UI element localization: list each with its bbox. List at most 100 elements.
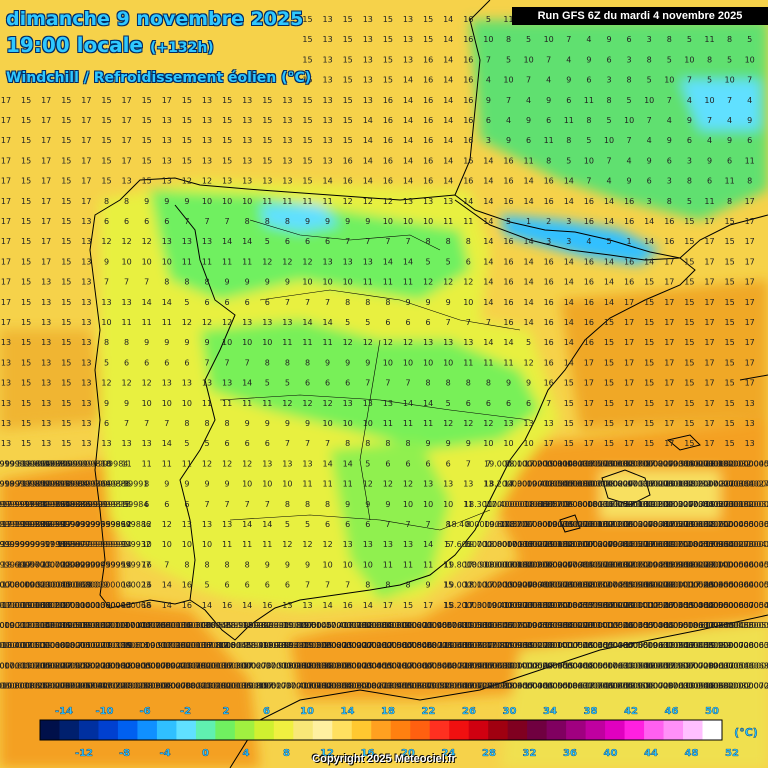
grid-value: 16 — [383, 136, 393, 145]
grid-value: 16 — [584, 278, 594, 287]
grid-value: 13 — [242, 177, 252, 186]
grid-value: 17 — [624, 338, 634, 347]
legend-top-label: -2 — [180, 706, 191, 717]
grid-value: 11 — [704, 35, 714, 44]
grid-value: 5 — [184, 439, 189, 448]
grid-value: 15 — [725, 379, 735, 388]
grid-value: 19.300000000000182 — [544, 459, 633, 468]
grid-value: 17 — [122, 116, 132, 125]
grid-value: 15 — [725, 318, 735, 327]
grid-value: 8 — [546, 156, 551, 165]
grid-value: 9 — [526, 116, 531, 125]
grid-value: 4 — [586, 237, 591, 246]
grid-value: 7 — [667, 96, 672, 105]
grid-value: 15 — [61, 136, 71, 145]
grid-value: 10 — [162, 257, 172, 266]
grid-value: 18.300000000000182 — [544, 560, 633, 569]
grid-value: 17.40000000000009 — [85, 682, 169, 691]
grid-value: 13 — [182, 237, 192, 246]
grid-value: 13 — [524, 419, 534, 428]
grid-value: 16 — [503, 278, 513, 287]
grid-value: 16 — [463, 35, 473, 44]
grid-value: 19.500000000000455 — [544, 682, 633, 691]
grid-value: 12 — [202, 177, 212, 186]
grid-value: 17 — [704, 298, 714, 307]
grid-value: 18.100000000000364 — [544, 641, 633, 650]
grid-value: 8 — [285, 358, 290, 367]
grid-value: 17.40000000000032 — [567, 560, 651, 569]
legend-top-label: 22 — [422, 706, 436, 717]
grid-value: 17 — [745, 379, 755, 388]
grid-value: 19.200000000000273 — [203, 682, 292, 691]
grid-value: 18.100000000000364 — [585, 520, 674, 529]
legend-swatch — [702, 720, 723, 740]
grid-value: 10 — [363, 419, 373, 428]
grid-value: 13 — [242, 156, 252, 165]
legend-bottom-label: 32 — [523, 748, 537, 759]
forecast-offset: (+132h) — [149, 40, 214, 56]
grid-value: 12 — [403, 480, 413, 489]
grid-value: 17 — [704, 439, 714, 448]
grid-value: 8 — [245, 560, 250, 569]
grid-value: 5 — [526, 35, 531, 44]
grid-value: 14 — [644, 257, 654, 266]
grid-value: 5 — [124, 500, 129, 509]
grid-value: 14 — [564, 197, 574, 206]
grid-value: 17.40000000000032 — [688, 500, 768, 509]
grid-value: 19.5 — [258, 682, 276, 691]
grid-value: 11 — [323, 197, 333, 206]
grid-value: 9 — [506, 379, 511, 388]
legend-swatch — [254, 720, 275, 740]
grid-value: 8 — [687, 177, 692, 186]
grid-value: 4 — [747, 96, 752, 105]
grid-value: 11 — [383, 419, 393, 428]
grid-value: 6 — [667, 156, 672, 165]
grid-value: 15 — [684, 318, 694, 327]
grid-value: 6 — [566, 96, 571, 105]
grid-value: 19.200000000000728 — [685, 682, 768, 691]
legend-top-label: 6 — [263, 706, 270, 717]
grid-value: 15 — [142, 116, 152, 125]
legend-top-label: 10 — [300, 706, 314, 717]
grid-value: 13 — [81, 379, 91, 388]
grid-value: 12 — [302, 399, 312, 408]
grid-value: 19.80000000000041 — [527, 621, 611, 630]
grid-value: 10 — [343, 560, 353, 569]
grid-value: 16 — [463, 15, 473, 24]
grid-value: 5 — [446, 540, 451, 549]
grid-value: 13 — [403, 55, 413, 64]
grid-value: 14 — [483, 237, 493, 246]
grid-value: 6 — [586, 76, 591, 85]
grid-value: 5 — [747, 35, 752, 44]
grid-value: 16 — [584, 217, 594, 226]
grid-value: 18.300000000000182 — [183, 621, 272, 630]
grid-value: 7 — [225, 500, 230, 509]
legend-bottom-label: 8 — [283, 748, 290, 759]
grid-value: 7 — [164, 419, 169, 428]
grid-value: 6 — [184, 358, 189, 367]
grid-value: 8 — [124, 480, 129, 489]
grid-value: 19.100000000000364 — [665, 480, 754, 489]
grid-value: 13 — [81, 338, 91, 347]
grid-value: 15 — [21, 419, 31, 428]
grid-value: 17.199999999999932 — [2, 520, 91, 529]
land-cool-north — [150, 190, 470, 300]
grid-value: 15 — [182, 116, 192, 125]
grid-value: 15 — [101, 96, 111, 105]
grid-value: 14 — [323, 318, 333, 327]
grid-value: 13 — [202, 136, 212, 145]
grid-value: 8 — [204, 419, 209, 428]
grid-value: 11 — [242, 399, 252, 408]
grid-value: 12 — [524, 358, 534, 367]
grid-value: 10 — [503, 439, 513, 448]
grid-value: 10 — [162, 399, 172, 408]
grid-value: 17 — [624, 419, 634, 428]
grid-value: 19.20000000000016 — [4, 621, 88, 630]
grid-value: 19.50000000000091 — [426, 682, 510, 691]
grid-value: 15 — [725, 278, 735, 287]
grid-value: 17 — [745, 298, 755, 307]
grid-value: 12 — [343, 197, 353, 206]
grid-value: 13 — [1, 358, 11, 367]
grid-value: 13 — [142, 439, 152, 448]
legend-swatch — [488, 720, 509, 740]
